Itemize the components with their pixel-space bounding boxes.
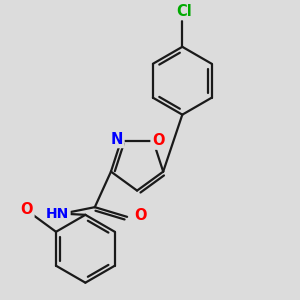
Text: Cl: Cl — [176, 4, 192, 19]
Text: O: O — [134, 208, 146, 223]
Text: HN: HN — [46, 207, 69, 220]
Text: O: O — [152, 134, 164, 148]
Text: O: O — [21, 202, 33, 217]
Text: N: N — [111, 132, 123, 147]
